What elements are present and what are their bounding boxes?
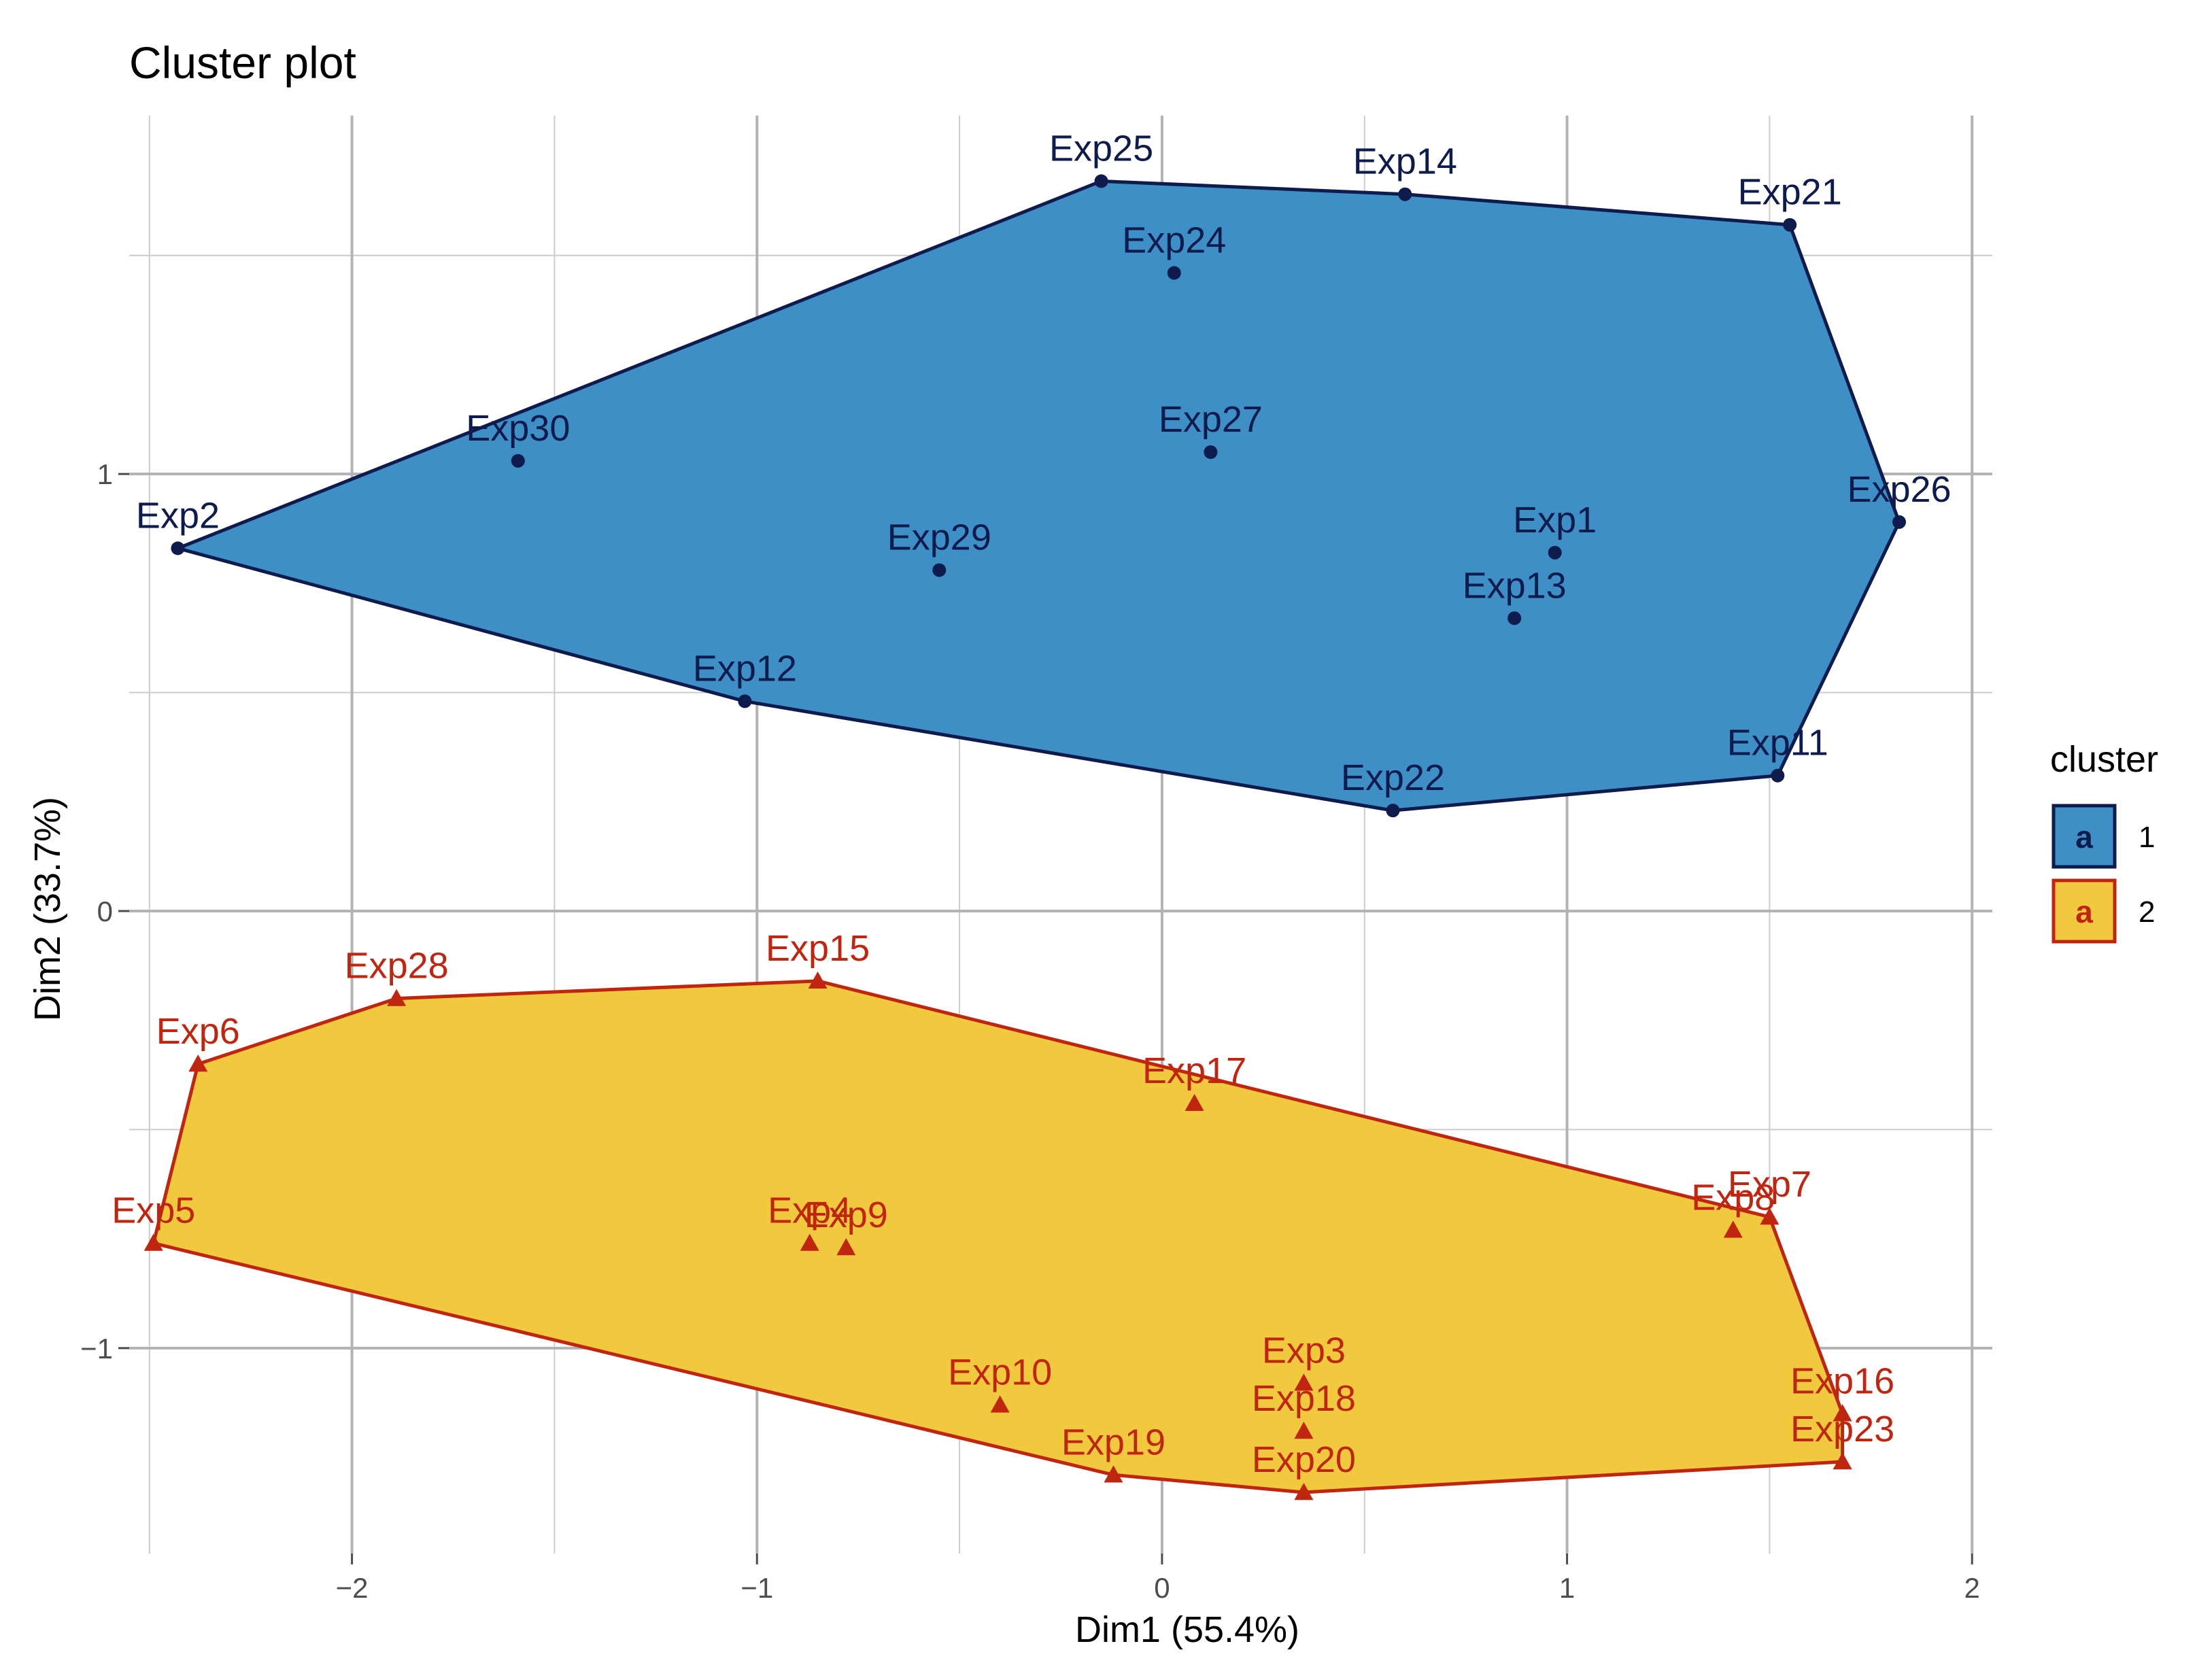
label-exp7: Exp7 [1728,1164,1811,1205]
label-exp14: Exp14 [1353,141,1457,182]
legend-label-1: 1 [2139,821,2155,854]
point-labels: Exp25 Exp14 Exp21 Exp24 Exp30 Exp27 Exp2 Exp26 E… [112,128,1951,1480]
legend-items: a 1 a 2 [2051,804,2155,944]
label-exp11: Exp11 [1727,723,1828,764]
y-tick-label: 1 [97,458,113,490]
label-exp6: Exp6 [156,1011,240,1052]
label-exp13: Exp13 [1463,565,1567,606]
x-tick-label: 2 [1964,1572,1980,1604]
y-axis-title: Dim2 (33.7%) [27,797,68,1021]
point-exp17 [1185,1093,1204,1112]
point-exp27 [1204,445,1218,459]
point-exp26 [1892,515,1906,529]
point-exp16 [1833,1404,1852,1422]
label-exp20: Exp20 [1252,1439,1356,1480]
point-exp30 [511,453,525,468]
point-exp11 [1771,768,1785,783]
label-exp28: Exp28 [345,946,449,987]
point-exp4 [800,1233,819,1251]
y-tick-label: 0 [97,895,113,927]
label-exp8: Exp8 [1691,1177,1775,1218]
point-exp6 [188,1055,208,1072]
data-points [143,174,1906,1501]
chart-title: Cluster plot [129,37,356,88]
label-exp4: Exp4 [768,1190,851,1231]
point-exp29 [932,563,947,577]
label-exp16: Exp16 [1790,1360,1894,1401]
x-tick-label: −2 [336,1572,369,1604]
point-exp7 [1760,1207,1779,1225]
label-exp18: Exp18 [1252,1378,1356,1419]
point-exp19 [1104,1465,1123,1483]
label-exp2: Exp2 [136,495,220,536]
legend-label-2: 2 [2139,895,2155,929]
legend-title: cluster [2050,739,2158,780]
point-exp13 [1508,611,1522,625]
label-exp12: Exp12 [693,648,797,689]
label-exp1: Exp1 [1513,500,1597,541]
legend-key-glyph-2: a [2075,894,2093,929]
label-exp26: Exp26 [1847,469,1951,510]
point-exp3 [1294,1373,1314,1391]
point-exp14 [1398,187,1412,201]
point-exp18 [1294,1422,1314,1439]
point-exp23 [1833,1452,1852,1470]
legend-key-glyph-1: a [2075,819,2093,855]
label-exp22: Exp22 [1341,757,1445,798]
label-exp24: Exp24 [1122,220,1226,260]
point-exp15 [808,971,828,989]
point-exp10 [990,1395,1010,1413]
point-exp20 [1294,1483,1314,1501]
legend: cluster a 1 a 2 [2050,739,2158,944]
x-tick-label: −1 [740,1572,773,1604]
point-exp5 [143,1233,163,1251]
point-exp9 [836,1238,856,1256]
point-exp28 [387,989,407,1006]
point-exp8 [1723,1220,1743,1238]
x-axis-title: Dim1 (55.4%) [1075,1609,1299,1650]
legend-key-1 [2051,804,2117,869]
point-exp24 [1167,266,1181,280]
label-exp10: Exp10 [948,1352,1052,1392]
x-tick-label: 1 [1559,1572,1575,1604]
label-exp27: Exp27 [1159,399,1263,440]
cluster-hulls [152,179,1901,1494]
label-exp21: Exp21 [1738,172,1842,213]
axis-ticks: −2 −1 0 1 2 −1 0 1 [80,458,1980,1604]
legend-key-2 [2051,878,2117,944]
y-tick-label: −1 [80,1333,113,1365]
label-exp23: Exp23 [1790,1409,1894,1450]
point-exp25 [1094,174,1108,188]
label-exp15: Exp15 [766,928,870,969]
label-exp19: Exp19 [1061,1422,1165,1462]
point-exp21 [1783,218,1797,232]
point-exp12 [738,694,752,708]
point-exp1 [1548,545,1562,560]
label-exp9: Exp9 [804,1195,888,1235]
point-exp22 [1386,804,1400,818]
point-exp2 [171,541,185,555]
label-exp17: Exp17 [1142,1050,1246,1091]
cluster-2-hull [152,979,1845,1494]
label-exp30: Exp30 [466,408,570,449]
label-exp25: Exp25 [1049,128,1153,169]
x-tick-label: 0 [1154,1572,1170,1604]
label-exp3: Exp3 [1262,1330,1346,1371]
label-exp29: Exp29 [887,517,991,558]
label-exp5: Exp5 [112,1190,195,1231]
